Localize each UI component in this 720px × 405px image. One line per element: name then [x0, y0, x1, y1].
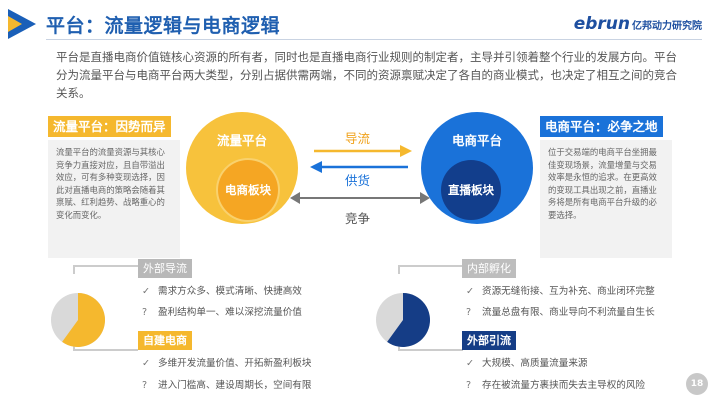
- live-section-circle: 直播板块: [441, 160, 501, 220]
- traffic-platform-circle: 流量平台 电商板块: [186, 112, 298, 224]
- internal-incubation-con: ? 流量总盘有限、商业导向不利流量自生长: [466, 307, 655, 318]
- arrow-label-guide-traffic: 导流: [345, 131, 371, 146]
- external-traffic-tag: 外部导流: [138, 259, 192, 278]
- traffic-platform-description: 流量平台的流量资源与其核心竞争力直接对应，且自带溢出效应，可有多种变现选择，因此…: [48, 140, 180, 258]
- bidirectional-arrow-icon: [290, 192, 430, 204]
- self-built-ecommerce-pro: ✓ 多维开发流量价值、开拓新盈利板块: [142, 358, 312, 369]
- self-built-ecommerce-con: ? 进入门槛高、建设周期长，空间有限: [142, 380, 312, 391]
- self-built-ecommerce-tag: 自建电商: [138, 331, 192, 350]
- page-title: 平台：流量逻辑与电商逻辑: [46, 15, 281, 37]
- internal-incubation-tag: 内部孵化: [462, 259, 516, 278]
- traffic-platform-circle-title: 流量平台: [216, 133, 267, 148]
- flow-arrows: [290, 145, 430, 204]
- ecommerce-platform-circle-title: 电商平台: [451, 133, 502, 148]
- connector-lines-left: [73, 265, 138, 351]
- external-traffic-con: ? 盈利结构单一、难以深挖流量价值: [142, 307, 302, 318]
- external-inflow-tag: 外部引流: [462, 331, 516, 350]
- brand-logo: ebrun 亿邦动力研究院: [574, 14, 702, 34]
- ecommerce-section-label: 电商板块: [225, 183, 271, 197]
- pie-chart-left: [51, 293, 106, 347]
- external-inflow-pro: ✓ 大规模、高质量流量来源: [466, 358, 588, 369]
- intro-paragraph: 平台是直播电商价值链核心资源的所有者，同时也是直播电商行业规则的制定者，主导并引…: [56, 50, 677, 100]
- connector-lines-right: [398, 265, 463, 351]
- page-number: 18: [686, 373, 708, 395]
- brand-logo-sub: 亿邦动力研究院: [632, 21, 702, 32]
- traffic-platform-tag: 流量平台：因势而异: [48, 116, 171, 137]
- arrow-label-supply: 供货: [345, 173, 371, 188]
- internal-incubation-pro: ✓ 资源无缝衔接、互为补充、商业闭环完整: [466, 286, 655, 297]
- ecommerce-platform-description: 位于交易端的电商平台坐拥最佳变现场景，流量增量与交易效率是永恒的追求。在更高效的…: [540, 140, 672, 258]
- pie-chart-right: [376, 293, 431, 347]
- arrow-right-icon: [314, 145, 412, 157]
- brand-logo-main: ebrun: [573, 14, 630, 34]
- arrow-label-competition: 竞争: [345, 211, 371, 226]
- ecommerce-platform-tag: 电商平台：必争之地: [540, 116, 663, 137]
- arrow-left-icon: [310, 161, 408, 173]
- ecommerce-platform-circle: 电商平台 直播板块: [421, 112, 533, 224]
- ecommerce-section-circle: 电商板块: [218, 160, 278, 220]
- live-section-label: 直播板块: [448, 183, 494, 197]
- external-inflow-con: ? 存在被流量方裹挟而失去主导权的风险: [466, 380, 646, 391]
- pie-left-slice: [62, 293, 106, 347]
- header-logo-triangle-icon: [8, 9, 36, 39]
- external-traffic-pro: ✓ 需求方众多、模式清晰、快捷高效: [142, 286, 302, 297]
- pie-right-slice: [387, 293, 431, 347]
- header-divider: [46, 39, 702, 40]
